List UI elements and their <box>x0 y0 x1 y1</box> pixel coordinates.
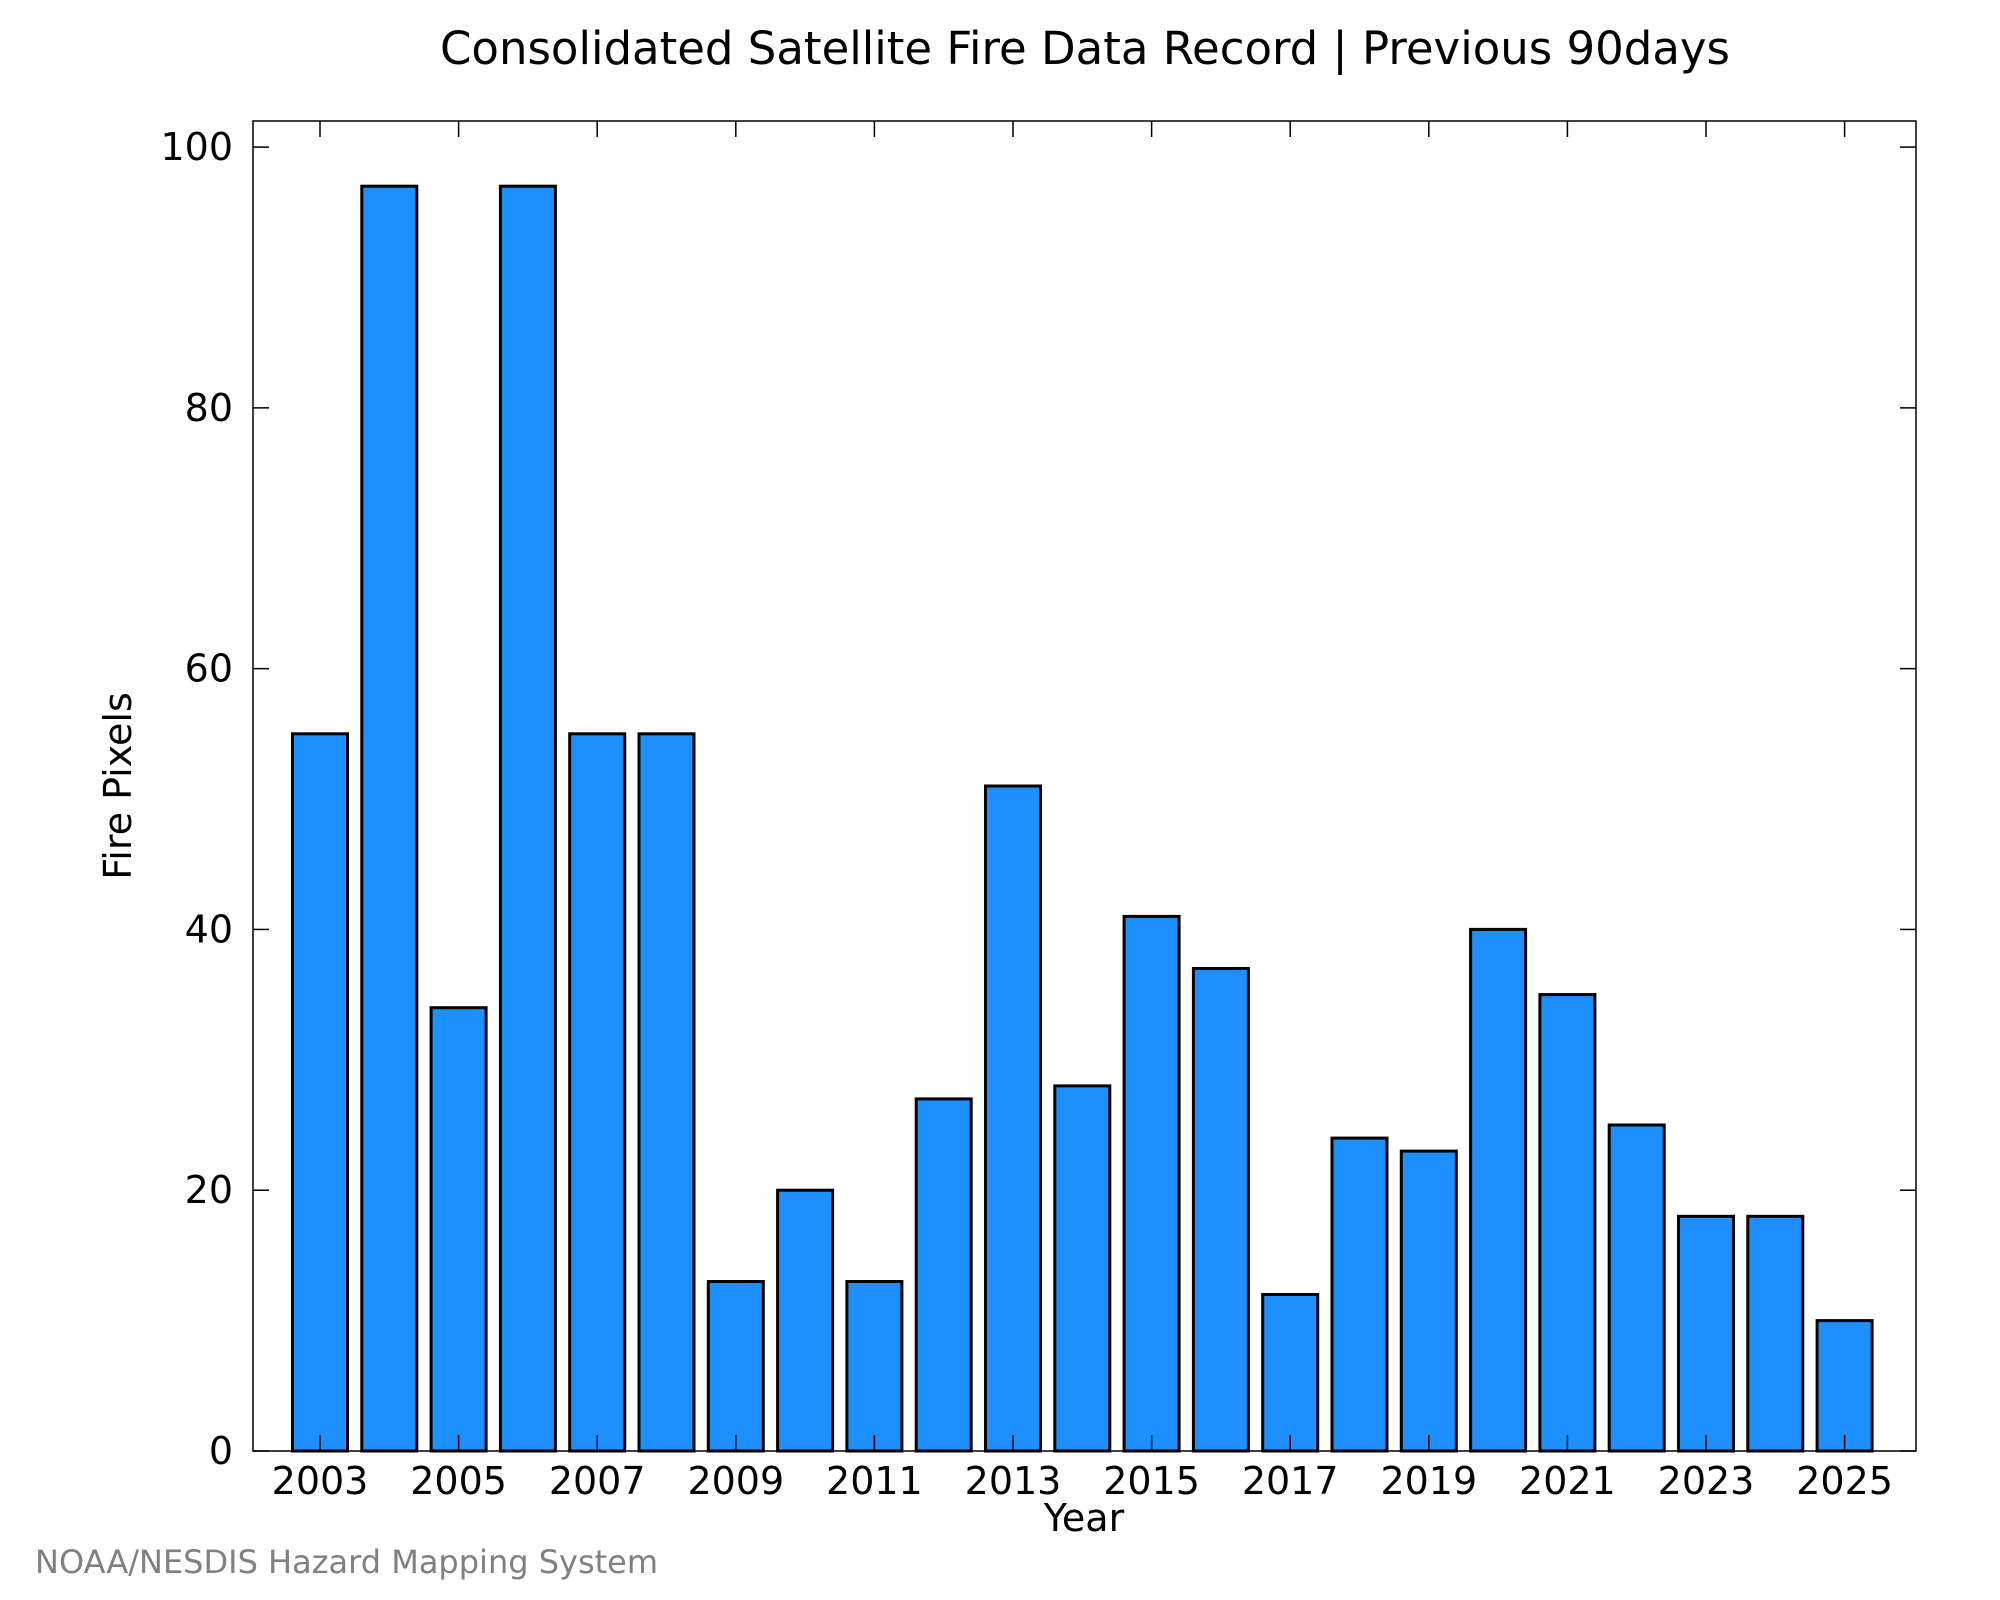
bar-2016 <box>1191 967 1250 1453</box>
bar-2020 <box>1469 927 1528 1453</box>
bar-2009 <box>706 1280 765 1453</box>
x-axis-label: Year <box>1043 1496 1125 1540</box>
x-tick-label-2009: 2009 <box>687 1459 784 1503</box>
bar-2025 <box>1815 1319 1874 1453</box>
credit-text: NOAA/NESDIS Hazard Mapping System <box>35 1543 658 1581</box>
y-tick-label-20: 20 <box>185 1168 233 1212</box>
x-tick-label-2005: 2005 <box>410 1459 507 1503</box>
bar-2024 <box>1746 1214 1805 1453</box>
bar-2017 <box>1261 1293 1320 1453</box>
bar-2023 <box>1677 1214 1735 1453</box>
x-tick-label-2025: 2025 <box>1796 1459 1893 1503</box>
bar-2019 <box>1399 1149 1458 1453</box>
bar-2012 <box>914 1097 973 1453</box>
chart-title: Consolidated Satellite Fire Data Record … <box>440 22 1730 75</box>
y-axis: 0 20 40 60 80 100 <box>160 125 1916 1473</box>
bar-2007 <box>568 732 627 1453</box>
bar-2022 <box>1607 1123 1666 1453</box>
bar-2004 <box>360 184 419 1453</box>
y-tick-label-0: 0 <box>209 1429 233 1473</box>
bar-2010 <box>776 1188 835 1453</box>
x-tick-label-2021: 2021 <box>1519 1459 1616 1503</box>
bar-2005 <box>429 1006 488 1453</box>
bar-2003 <box>291 732 349 1453</box>
bar-2013 <box>984 784 1042 1453</box>
x-tick-label-2015: 2015 <box>1103 1459 1200 1503</box>
y-tick-label-40: 40 <box>185 907 233 951</box>
y-tick-label-100: 100 <box>160 125 233 169</box>
y-axis-label: Fire Pixels <box>96 692 140 880</box>
bar-2021 <box>1538 993 1597 1453</box>
bar-2015 <box>1122 914 1181 1453</box>
x-tick-label-2007: 2007 <box>549 1459 646 1503</box>
x-tick-label-2023: 2023 <box>1658 1459 1755 1503</box>
y-tick-label-60: 60 <box>185 647 233 691</box>
x-tick-label-2013: 2013 <box>965 1459 1062 1503</box>
x-tick-label-2003: 2003 <box>272 1459 369 1503</box>
bar-2006 <box>498 184 557 1453</box>
x-axis: 2003 2005 2007 2009 2011 2013 2015 2017 2019 2021… <box>272 121 1893 1503</box>
x-tick-label-2017: 2017 <box>1242 1459 1339 1503</box>
bar-2014 <box>1053 1084 1112 1453</box>
y-tick-label-80: 80 <box>185 386 233 430</box>
bar-2008 <box>637 732 696 1453</box>
x-tick-label-2011: 2011 <box>826 1459 923 1503</box>
bar-2011 <box>845 1280 904 1453</box>
x-tick-label-2019: 2019 <box>1380 1459 1477 1503</box>
bars-group <box>291 184 1874 1453</box>
bar-2018 <box>1330 1136 1389 1453</box>
plot-frame <box>252 120 1917 1452</box>
